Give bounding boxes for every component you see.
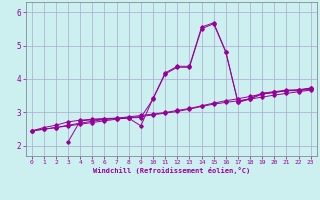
X-axis label: Windchill (Refroidissement éolien,°C): Windchill (Refroidissement éolien,°C) — [92, 167, 250, 174]
